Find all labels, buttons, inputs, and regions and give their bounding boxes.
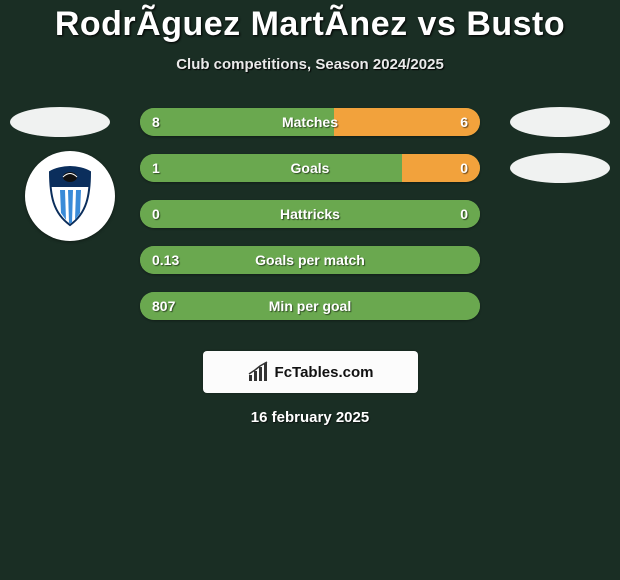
stat-left-value: 807	[152, 298, 175, 314]
left-ellipse	[10, 107, 110, 137]
stat-label: Goals per match	[255, 252, 365, 268]
stats-rows: 8 Matches 6 1 Goals 0 0 Hattri	[0, 103, 620, 333]
chart-icon	[247, 361, 269, 383]
stat-left-value: 8	[152, 114, 160, 130]
stat-left-value: 1	[152, 160, 160, 176]
stat-left-value: 0.13	[152, 252, 179, 268]
stat-bar: 807 Min per goal	[140, 292, 480, 320]
page-title: RodrÃ­guez MartÃ­nez vs Busto	[0, 5, 620, 44]
stat-row: 0.13 Goals per match	[0, 241, 620, 287]
stat-bar: 0.13 Goals per match	[140, 246, 480, 274]
right-ellipse	[510, 153, 610, 183]
stat-label: Goals	[291, 160, 330, 176]
stat-right-value: 6	[460, 114, 468, 130]
page-subtitle: Club competitions, Season 2024/2025	[0, 56, 620, 73]
stat-row: 0 Hattricks 0	[0, 195, 620, 241]
stat-label: Matches	[282, 114, 338, 130]
stat-right-fill	[402, 154, 480, 182]
stat-right-fill	[334, 108, 480, 136]
stat-bar: 0 Hattricks 0	[140, 200, 480, 228]
watermark-text: FcTables.com	[275, 364, 374, 381]
right-ellipse	[510, 107, 610, 137]
stat-right-value: 0	[460, 206, 468, 222]
stat-left-fill	[140, 154, 402, 182]
stat-row: 8 Matches 6	[0, 103, 620, 149]
stat-label: Min per goal	[269, 298, 351, 314]
watermark[interactable]: FcTables.com	[203, 351, 418, 393]
footer-date: 16 february 2025	[0, 409, 620, 426]
stat-bar: 8 Matches 6	[140, 108, 480, 136]
stat-label: Hattricks	[280, 206, 340, 222]
comparison-card: RodrÃ­guez MartÃ­nez vs Busto Club compe…	[0, 0, 620, 426]
stat-row: 1 Goals 0	[0, 149, 620, 195]
stat-row: 807 Min per goal	[0, 287, 620, 333]
stat-bar: 1 Goals 0	[140, 154, 480, 182]
stat-right-value: 0	[460, 160, 468, 176]
stat-left-value: 0	[152, 206, 160, 222]
